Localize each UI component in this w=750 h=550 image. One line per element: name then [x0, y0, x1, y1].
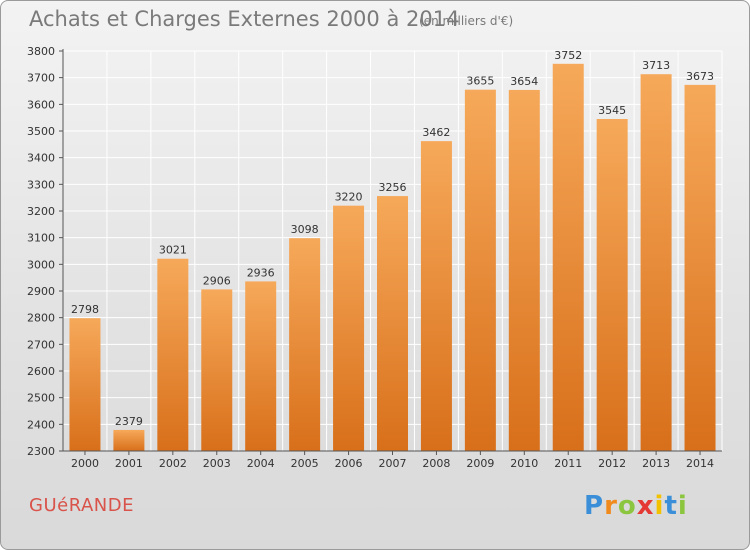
- x-tick-label: 2008: [422, 457, 450, 470]
- bars: 2798 2379 3021 2906 2936 3098 3220 3256 3462 3655…: [69, 49, 716, 452]
- x-tick-label: 2001: [115, 457, 143, 470]
- x-tick-label: 2003: [203, 457, 231, 470]
- y-tick-label: 3000: [27, 258, 55, 271]
- bar: [420, 141, 452, 451]
- x-tick-label: 2010: [510, 457, 538, 470]
- bar: [552, 63, 584, 452]
- x-tick-label: 2014: [686, 457, 714, 470]
- chart-subtitle: (en milliers d'€): [419, 14, 514, 28]
- y-tick-label: 3600: [27, 98, 55, 111]
- data-label: 3256: [379, 181, 407, 194]
- x-tick-label: 2006: [335, 457, 363, 470]
- y-tick-label: 3400: [27, 152, 55, 165]
- data-label: 3462: [422, 126, 450, 139]
- y-tick-label: 3700: [27, 72, 55, 85]
- data-label: 3752: [554, 49, 582, 62]
- data-label: 3098: [291, 223, 319, 236]
- y-tick-label: 3300: [27, 178, 55, 191]
- bar: [333, 205, 365, 451]
- y-tick-label: 3100: [27, 232, 55, 245]
- data-label: 2906: [203, 274, 231, 287]
- x-tick-label: 2009: [466, 457, 494, 470]
- y-tick-label: 3500: [27, 125, 55, 138]
- data-label: 3713: [642, 59, 670, 72]
- x-tick-label: 2005: [291, 457, 319, 470]
- proxiti-logo[interactable]: Proxiti: [584, 488, 694, 522]
- y-tick-label: 2900: [27, 285, 55, 298]
- bar: [596, 119, 628, 451]
- bar: [157, 258, 189, 451]
- bar: [201, 289, 233, 451]
- bar: [245, 281, 277, 451]
- data-label: 3545: [598, 104, 626, 117]
- y-tick-label: 3800: [27, 45, 55, 58]
- axes: 2300 2400 2500 2600 2700 2800 2900 3000 3100 3200…: [27, 45, 722, 470]
- bar: [69, 318, 101, 451]
- x-tick-label: 2011: [554, 457, 582, 470]
- data-label: 3220: [335, 191, 363, 204]
- bar: [508, 89, 540, 451]
- x-tick-label: 2007: [379, 457, 407, 470]
- data-label: 2936: [247, 266, 275, 279]
- data-label: 2798: [71, 303, 99, 316]
- bar: [464, 89, 496, 452]
- bar: [289, 238, 321, 451]
- x-tick-label: 2012: [598, 457, 626, 470]
- bar: [377, 196, 408, 451]
- y-tick-label: 2800: [27, 312, 55, 325]
- x-tick-label: 2000: [71, 457, 99, 470]
- y-tick-label: 2400: [27, 418, 55, 431]
- city-name: GUéRANDE: [29, 495, 134, 516]
- x-tick-label: 2004: [247, 457, 275, 470]
- data-label: 3021: [159, 244, 187, 257]
- data-label: 3655: [466, 75, 494, 88]
- bar: [113, 429, 145, 451]
- x-tick-label: 2013: [642, 457, 670, 470]
- y-tick-label: 2600: [27, 365, 55, 378]
- data-label: 3654: [510, 75, 538, 88]
- data-label: 2379: [115, 415, 143, 428]
- y-tick-label: 2700: [27, 338, 55, 351]
- y-tick-label: 2300: [27, 445, 55, 458]
- bar: [684, 84, 716, 451]
- bar: [640, 74, 672, 451]
- y-tick-label: 3200: [27, 205, 55, 218]
- x-tick-label: 2002: [159, 457, 187, 470]
- svg-text:Proxiti: Proxiti: [584, 491, 688, 521]
- y-tick-label: 2500: [27, 392, 55, 405]
- data-label: 3673: [686, 70, 714, 83]
- chart-title: Achats et Charges Externes 2000 à 2014: [29, 7, 460, 31]
